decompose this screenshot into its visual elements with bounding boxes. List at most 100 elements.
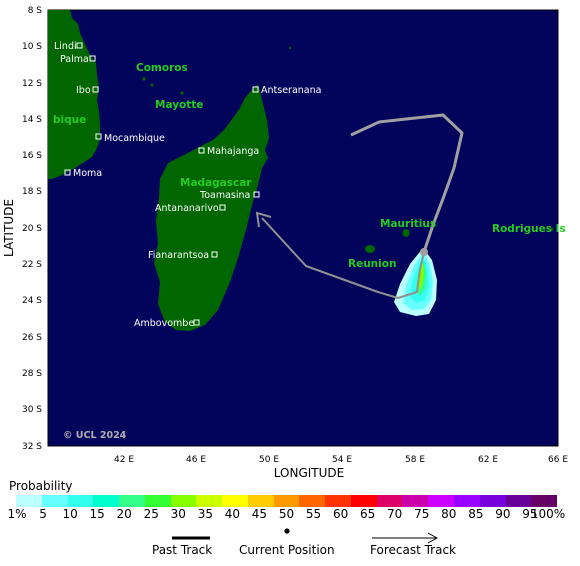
land-masses [48,10,554,331]
lat-tick-label: 18 S [22,187,42,197]
probability-scale-label: 55 [305,507,322,521]
lon-tick-label: 54 E [332,455,352,465]
probability-swatch [119,495,145,507]
city-label: Toamasina [199,190,250,201]
probability-scale-label: 70 [387,507,403,521]
city-label: Palma [60,54,89,65]
probability-scale-label: 95 [522,507,538,521]
city-label: Lindi [54,41,77,52]
probability-color-bar [16,495,558,507]
africa-coast [48,10,100,179]
lon-ticks: 42 E 46 E 50 E 54 E 58 E 62 E 66 E [114,455,568,465]
copyright: © UCL 2024 [63,430,127,441]
probability-scale-label: 90 [495,507,511,521]
probability-scale-label: 1% [7,507,27,521]
madagascar [154,84,269,331]
lat-tick-label: 24 S [22,296,42,306]
probability-scale-label: 60 [332,507,349,521]
country-label: Mauritius [380,218,436,230]
islet [288,46,292,50]
probability-swatch [299,495,326,507]
lat-tick-label: 14 S [22,115,42,125]
city-marker [219,204,226,211]
lat-tick-label: 8 S [28,6,43,16]
country-label: Reunion [348,258,396,270]
probability-swatch [273,495,300,507]
probability-scale-label: 85 [468,507,484,521]
probability-scale-label: 30 [170,507,186,521]
lon-tick-label: 62 E [478,455,498,465]
city-label: Ibo [76,85,91,96]
probability-legend-title: Probability [9,479,73,493]
city-labels: Lindi Palma Ibo Mocambique Moma Antseran… [54,41,321,329]
lon-tick-label: 42 E [114,455,134,465]
city-marker [211,251,218,258]
city-marker [198,147,205,154]
probability-scale-label: 75 [414,507,430,521]
city-marker [95,133,102,140]
rodrigues-island [550,227,554,231]
probability-swatch [325,495,351,507]
lat-tick-label: 10 S [22,42,42,52]
lon-tick-label: 58 E [405,455,425,465]
probability-swatch [402,495,429,507]
city-label: Moma [73,168,102,179]
probability-scale-label: 80 [441,507,457,521]
probability-scale-label: 5 [39,507,47,521]
current-position-legend-dot [284,528,290,534]
probability-scale-label: 45 [251,507,268,521]
lat-tick-label: 12 S [22,79,42,89]
city-marker [76,42,83,49]
city-marker [252,86,259,93]
reunion-island [365,245,375,253]
country-label: Comoros [136,62,188,74]
ocean-area [47,9,559,447]
probability-swatch [93,495,120,507]
probability-swatch [170,495,197,507]
mauritius-island [402,229,410,237]
forecast-track-legend-arrowhead [427,532,439,544]
probability-scale-label: 25 [143,507,159,521]
probability-swatch [479,495,506,507]
comoros-islet [142,77,146,81]
lat-tick-label: 22 S [22,260,42,270]
probability-swatch [196,495,223,507]
probability-swatch [376,495,403,507]
probability-scale-label: 50 [278,507,295,521]
city-label: Mahajanga [207,146,259,157]
lon-tick-label: 66 E [548,455,568,465]
probability-scale-label: 65 [360,507,376,521]
lat-tick-label: 16 S [22,151,42,161]
probability-swath [394,248,437,316]
city-marker [92,86,99,93]
probability-scale-labels: 1% 5 10 15 20 25 30 35 40 45 50 55 60 65 70 75 80 85 90 95 1… [0,507,580,523]
past-track-legend-label: Past Track [152,543,213,557]
probability-swatch [247,495,274,507]
lat-tick-label: 20 S [22,224,42,234]
city-marker [64,169,71,176]
probability-swatch [16,495,42,507]
city-markers [64,42,260,326]
city-label: Ambovombe [134,318,194,329]
probability-swatch [505,495,532,507]
current-position-marker [420,248,428,256]
past-track [350,113,464,253]
probability-scale-label: 10 [62,507,78,521]
latitude-axis-title: LATITUDE [2,199,16,257]
probability-scale-label: 35 [197,507,213,521]
lon-tick-label: 50 E [259,455,279,465]
swath-25pct [418,263,424,290]
longitude-axis-title: LONGITUDE [274,466,344,480]
country-label: Mayotte [155,99,203,111]
city-marker [253,191,260,198]
forecast-track-legend-label: Forecast Track [370,543,456,557]
forecast-track-arrowhead [255,211,272,228]
city-label: Antseranana [261,85,321,96]
probability-swatch [454,495,480,507]
probability-swatch [144,495,171,507]
lon-tick-label: 46 E [186,455,206,465]
city-marker [89,55,96,62]
city-marker [193,319,200,326]
lat-ticks: 8 S 10 S 12 S 14 S 16 S 18 S 20 S 22 S 2… [22,6,42,452]
